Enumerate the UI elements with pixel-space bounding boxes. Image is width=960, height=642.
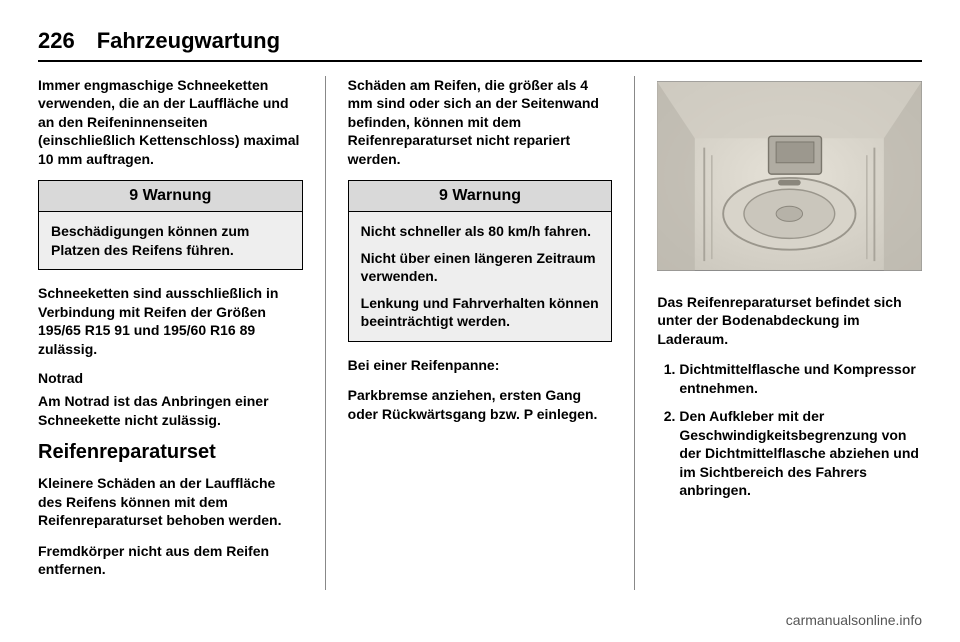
para: Parkbremse anziehen, ersten Gang oder Rü…	[348, 386, 613, 423]
para: Das Reifenreparaturset befindet sich unt…	[657, 293, 922, 348]
para: Fremdkörper nicht aus dem Reifen entfern…	[38, 542, 303, 579]
warning-text: Nicht über einen längeren Zeitraum verwe…	[361, 249, 600, 286]
column-1: Immer engmaschige Schneeketten verwenden…	[38, 76, 303, 590]
warning-body: Beschädigungen können zum Platzen des Re…	[39, 212, 302, 269]
section-title: Fahrzeugwartung	[97, 28, 280, 54]
step-item: Dichtmittelflasche und Kompressor entneh…	[679, 360, 922, 397]
trunk-compartment-illustration	[657, 76, 922, 276]
page-number: 226	[38, 28, 75, 54]
para: Schneeketten sind ausschließlich in Verb…	[38, 284, 303, 358]
subheading-notrad: Notrad	[38, 370, 303, 386]
warning-box: 9 Warnung Beschädigungen können zum Plat…	[38, 180, 303, 270]
para: Bei einer Reifenpanne:	[348, 356, 613, 374]
para: Am Notrad ist das Anbringen einer Schnee…	[38, 392, 303, 429]
step-item: Den Aufkleber mit der Geschwindigkeitsbe…	[679, 407, 922, 499]
heading-reifenreparaturset: Reifenreparaturset	[38, 441, 303, 464]
column-divider	[325, 76, 326, 590]
para: Immer engmaschige Schneeketten verwenden…	[38, 76, 303, 168]
steps-list: Dichtmittelflasche und Kompressor entneh…	[657, 360, 922, 499]
para: Schäden am Reifen, die größer als 4 mm s…	[348, 76, 613, 168]
warning-box: 9 Warnung Nicht schneller als 80 km/h fa…	[348, 180, 613, 341]
warning-text: Nicht schneller als 80 km/h fahren.	[361, 222, 600, 240]
para: Kleinere Schäden an der Lauffläche des R…	[38, 474, 303, 529]
footer-source: carmanualsonline.info	[786, 612, 922, 628]
warning-text: Beschädigungen können zum Platzen des Re…	[51, 222, 290, 259]
warning-title: 9 Warnung	[39, 181, 302, 212]
warning-title: 9 Warnung	[349, 181, 612, 212]
warning-text: Lenkung und Fahrverhalten können beeintr…	[361, 294, 600, 331]
column-3: Das Reifenreparaturset befindet sich unt…	[657, 76, 922, 590]
column-divider	[634, 76, 635, 590]
warning-body: Nicht schneller als 80 km/h fahren. Nich…	[349, 212, 612, 340]
column-2: Schäden am Reifen, die größer als 4 mm s…	[348, 76, 613, 590]
